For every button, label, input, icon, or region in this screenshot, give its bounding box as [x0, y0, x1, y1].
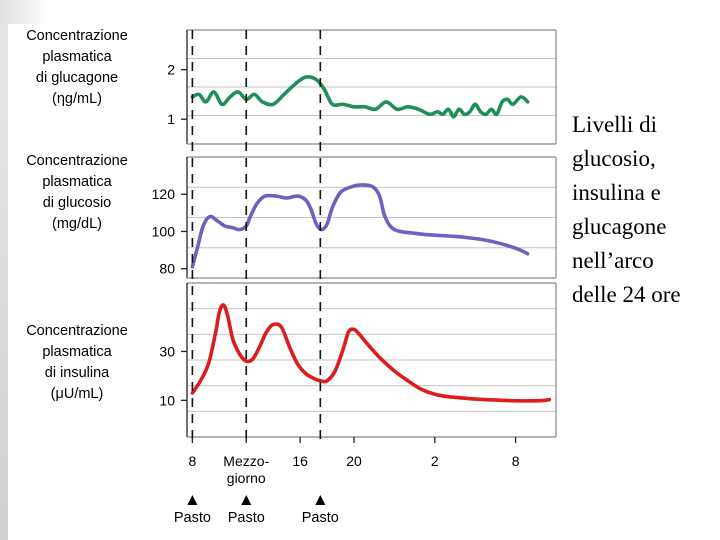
x-tick-label: 20 — [346, 453, 362, 469]
caption-line-3: insulina e — [572, 180, 661, 205]
glucagon-ylabel-line: Concentrazione — [26, 28, 128, 44]
insulin-panel: 30 10 Concentrazione plasmatica di insulina (… — [26, 282, 557, 438]
glucagon-ylabel-line: (ηg/mL) — [52, 91, 102, 107]
insulin-ylabel-line: plasmatica — [42, 344, 112, 360]
caption: Livelli di glucosio, insulina e glucagon… — [572, 108, 717, 312]
meal-label: Pasto — [302, 510, 339, 526]
glucagon-series-line — [190, 75, 530, 119]
glucose-ylabel-line: (mg/dL) — [52, 216, 102, 232]
y-tick-label: 120 — [152, 186, 176, 202]
y-tick-label: 10 — [159, 392, 175, 408]
x-tick-label: 16 — [292, 453, 308, 469]
caption-line-6: delle 24 ore — [572, 282, 681, 307]
glucose-ylabel-line: Concentrazione — [26, 153, 128, 169]
x-tick-label: Mezzo- — [223, 453, 269, 469]
y-tick-label: 100 — [152, 223, 176, 239]
caption-line-1: Livelli di — [572, 112, 657, 137]
glucagon-ylabel-line: plasmatica — [42, 49, 112, 65]
caption-line-2: glucosio, — [572, 146, 656, 171]
y-tick-label: 2 — [167, 62, 175, 78]
meal-triangle-icon — [187, 495, 198, 505]
glucagon-ylabel-line: di glucagone — [36, 70, 118, 86]
x-tick-label: giorno — [227, 470, 266, 486]
x-tick-label: 2 — [431, 453, 439, 469]
insulin-ylabel-line: Concentrazione — [26, 323, 128, 339]
top-left-decorative-gradient — [0, 0, 52, 24]
glucose-panel: 120 100 80 Concentrazione plasmatica di gluco… — [26, 153, 557, 279]
caption-line-4: glucagone — [572, 214, 667, 239]
glucagon-panel: 2 1 Concentrazione plasmatica di glucagone (η… — [26, 28, 557, 145]
insulin-ylabel-line: di insulina — [45, 365, 110, 381]
meal-label: Pasto — [174, 510, 211, 526]
x-tick-label: 8 — [512, 453, 520, 469]
insulin-ylabel-line: (μU/mL) — [51, 386, 104, 402]
meal-label: Pasto — [228, 510, 265, 526]
glucose-ylabel-line: plasmatica — [42, 174, 112, 190]
glucose-series-line — [190, 183, 530, 269]
y-tick-label: 80 — [159, 261, 175, 277]
y-tick-label: 1 — [167, 111, 175, 127]
y-tick-label: 30 — [159, 343, 175, 359]
insulin-series-line — [190, 303, 552, 403]
left-decorative-bar — [0, 0, 8, 540]
caption-line-5: nell’arco — [572, 248, 654, 273]
x-tick-label: 8 — [188, 453, 196, 469]
glucose-ylabel-line: di glucosio — [43, 195, 112, 211]
meal-triangle-icon — [241, 495, 252, 505]
meal-triangle-icon — [315, 495, 326, 505]
